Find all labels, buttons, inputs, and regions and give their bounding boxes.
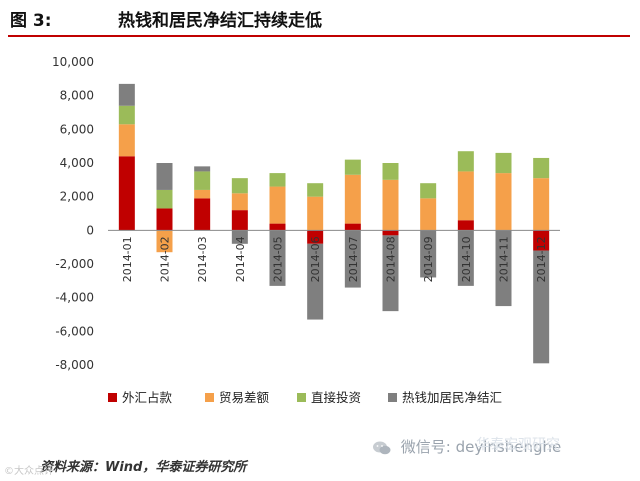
bar-segment-3 [533, 157, 550, 179]
bar-segment-2 [307, 196, 324, 231]
bar-segment-3 [307, 183, 324, 197]
bar-segment-1 [344, 223, 361, 231]
y-tick-label: 0 [86, 223, 94, 237]
watermark-text: 微信号: deyinshenghe [400, 438, 562, 456]
watermark: 微信号: deyinshenghe 华泰宏观研究 [372, 436, 561, 457]
y-tick-label: -2,000 [55, 257, 94, 271]
bar-segment-2 [194, 189, 211, 199]
legend-label-1: 外汇占款 [122, 390, 173, 405]
bar-segment-2 [457, 171, 474, 221]
bar-segment-2 [420, 198, 437, 231]
title-rule [8, 35, 630, 37]
bar-segment-1 [307, 230, 324, 244]
bar-segment-4 [118, 83, 135, 106]
bar-segment-4 [420, 230, 437, 278]
bar-segment-3 [269, 173, 286, 187]
bar-segment-4 [269, 230, 286, 286]
corner-mark: ©大众点评 [4, 466, 54, 477]
x-tick-label: 2014-11 [498, 236, 511, 282]
bar-segment-4 [156, 163, 173, 190]
y-tick-label: 8,000 [60, 89, 94, 103]
bar-segment-4 [495, 230, 512, 307]
bar-segment-2 [231, 193, 248, 211]
bar-segment-1 [194, 198, 211, 231]
x-tick-label: 2014-02 [159, 236, 172, 282]
legend-label-2: 贸易差额 [219, 390, 270, 405]
legend-label-3: 直接投资 [311, 390, 361, 405]
x-tick-label: 2014-01 [121, 236, 134, 282]
bar-segment-4 [194, 166, 211, 172]
stacked-bar-chart: -8,000 -6,000 -4,000 -2,000 0 2,000 4,000 6,000… [52, 55, 560, 405]
y-tick-label: -6,000 [55, 324, 94, 338]
bar-segment-1 [156, 208, 173, 231]
x-tick-label: 2014-03 [196, 236, 209, 282]
bar-segment-3 [457, 151, 474, 172]
x-tick-label: 2014-10 [460, 236, 473, 282]
bar-segment-2 [269, 186, 286, 224]
y-tick-label: 2,000 [60, 190, 94, 204]
bar-segment-2 [495, 173, 512, 231]
bar-segment-1 [457, 220, 474, 231]
bar-segment-4 [344, 230, 361, 288]
watermark-overlay-text: 华泰宏观研究 [476, 437, 560, 453]
y-tick-label: 6,000 [60, 122, 94, 136]
x-tick-label: 2014-09 [422, 236, 435, 282]
bar-segment-4 [382, 235, 399, 312]
bar-segment-1 [231, 210, 248, 231]
bar-segment-4 [457, 230, 474, 286]
bar-segment-2 [344, 174, 361, 224]
figure-title: 热钱和居民净结汇持续走低 [118, 11, 322, 31]
figure-label: 图 3: [10, 11, 52, 31]
bar-segment-2 [118, 124, 135, 157]
y-tick-label: -4,000 [55, 291, 94, 305]
bar-segment-3 [194, 171, 211, 190]
legend-swatch-1 [108, 393, 117, 402]
wechat-icon [373, 441, 391, 454]
bar-segment-3 [156, 189, 173, 209]
x-tick-label: 2014-08 [385, 236, 398, 282]
bar-segment-3 [495, 152, 512, 174]
x-tick-label: 2014-05 [272, 236, 285, 282]
x-tick-label: 2014-12 [535, 236, 548, 282]
bar-segment-4 [533, 250, 550, 364]
figure-header: 图 3: 热钱和居民净结汇持续走低 [0, 0, 640, 37]
source-note: 资料来源：Wind，华泰证券研究所 [40, 460, 247, 475]
bar-segment-2 [156, 230, 173, 253]
legend-label-4: 热钱加居民净结汇 [402, 390, 502, 405]
x-tick-label: 2014-04 [234, 236, 247, 282]
bar-segment-3 [382, 163, 399, 180]
legend-swatch-4 [388, 393, 397, 402]
bar-segment-2 [533, 178, 550, 231]
x-tick-label: 2014-06 [309, 236, 322, 282]
bar-segment-1 [533, 230, 550, 251]
bar-segment-2 [382, 179, 399, 231]
bar-segment-4 [307, 243, 324, 320]
x-tick-label: 2014-07 [347, 236, 360, 282]
bar-segment-3 [231, 178, 248, 194]
y-tick-label: -8,000 [55, 358, 94, 372]
bar-segment-3 [118, 105, 135, 125]
bar-segment-4 [231, 230, 248, 244]
legend-swatch-3 [297, 393, 306, 402]
bar-segment-3 [344, 159, 361, 175]
bar-segment-1 [118, 156, 135, 231]
y-tick-label: 10,000 [52, 55, 94, 69]
bar-segment-1 [269, 223, 286, 231]
bar-segment-1 [382, 230, 399, 236]
bar-segment-3 [420, 183, 437, 199]
y-tick-label: 4,000 [60, 156, 94, 170]
legend-swatch-2 [205, 393, 214, 402]
